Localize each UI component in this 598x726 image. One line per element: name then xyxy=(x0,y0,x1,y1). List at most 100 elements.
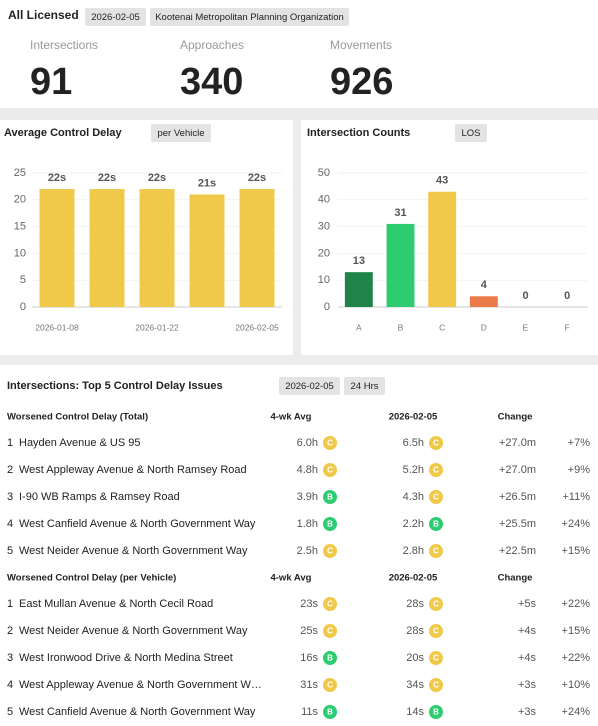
los-badge xyxy=(429,678,443,692)
intersection-name[interactable]: West Canfield Avenue & North Government … xyxy=(19,706,256,718)
page-title: All Licensed xyxy=(8,8,79,22)
los-badge-label: C xyxy=(327,600,333,609)
los-badge xyxy=(323,624,337,638)
bar xyxy=(386,223,415,307)
avg-delay: 16s xyxy=(300,652,318,664)
los-badge-label: C xyxy=(327,681,333,690)
column-header: Change xyxy=(498,573,533,584)
los-badge xyxy=(429,517,443,531)
data-label: 0 xyxy=(522,290,528,302)
column-header: 2026-02-05 xyxy=(389,412,438,423)
chip[interactable] xyxy=(455,124,487,142)
los-badge xyxy=(323,436,337,450)
row-index: 1 xyxy=(7,437,13,449)
intersection-name[interactable]: West Neider Avenue & North Government Wa… xyxy=(19,625,248,637)
x-tick-label: F xyxy=(565,322,570,332)
los-badge-label: C xyxy=(327,439,333,448)
avg-delay: 6.0h xyxy=(297,437,318,449)
los-badge-label: C xyxy=(433,493,439,502)
delay-change-pct: +9% xyxy=(568,464,591,476)
delay-change: +4s xyxy=(518,625,537,637)
x-tick-label: 2026-02-05 xyxy=(235,322,279,332)
delay-change: +26.5m xyxy=(499,491,536,503)
delay-change: +22.5m xyxy=(499,545,536,557)
intersection-name[interactable]: West Appleway Avenue & North Government … xyxy=(19,679,262,691)
chip[interactable] xyxy=(85,8,146,26)
bar xyxy=(239,189,275,307)
intersection-name[interactable]: I-90 WB Ramps & Ramsey Road xyxy=(19,491,180,503)
stat-value: 340 xyxy=(180,61,243,103)
delay-change: +3s xyxy=(518,679,537,691)
intersection-name[interactable]: West Canfield Avenue & North Government … xyxy=(19,518,256,530)
y-tick-label: 40 xyxy=(318,194,330,206)
intersection-name[interactable]: West Appleway Avenue & North Ramsey Road xyxy=(19,464,247,476)
data-label: 22s xyxy=(48,172,66,184)
bar xyxy=(189,194,225,307)
chip[interactable] xyxy=(279,377,340,395)
y-tick-label: 20 xyxy=(14,194,26,206)
x-tick-label: A xyxy=(356,322,362,332)
los-badge-label: C xyxy=(433,600,439,609)
current-delay: 6.5h xyxy=(403,437,424,449)
los-badge-label: C xyxy=(433,547,439,556)
los-badge xyxy=(429,705,443,719)
bar xyxy=(469,296,498,307)
los-badge xyxy=(429,597,443,611)
delay-change-pct: +10% xyxy=(562,679,591,691)
chip-label[interactable]: Kootenai Metropolitan Planning Organizat… xyxy=(155,12,344,23)
column-header: Change xyxy=(498,412,533,423)
data-label: 31 xyxy=(394,207,406,219)
y-tick-label: 30 xyxy=(318,221,330,233)
los-badge-label: B xyxy=(433,708,439,717)
los-badge xyxy=(429,463,443,477)
chip-label[interactable]: per Vehicle xyxy=(157,128,204,139)
avg-delay: 4.8h xyxy=(297,464,318,476)
delay-change-pct: +7% xyxy=(568,437,591,449)
y-tick-label: 20 xyxy=(318,247,330,259)
chip-label[interactable]: 2026-02-05 xyxy=(285,381,334,392)
delay-change-pct: +15% xyxy=(562,545,591,557)
delay-change-pct: +11% xyxy=(562,491,590,503)
table-title: Intersections: Top 5 Control Delay Issue… xyxy=(7,380,223,392)
bar xyxy=(39,189,75,307)
los-badge xyxy=(323,651,337,665)
y-tick-label: 25 xyxy=(14,167,26,179)
chip[interactable] xyxy=(344,377,385,395)
chip-label[interactable]: 24 Hrs xyxy=(351,381,379,392)
current-delay: 2.8h xyxy=(403,545,424,557)
intersection-name[interactable]: West Neider Avenue & North Government Wa… xyxy=(19,545,248,557)
los-badge xyxy=(323,463,337,477)
y-tick-label: 50 xyxy=(318,167,330,179)
los-badge-label: B xyxy=(433,520,439,529)
current-delay: 14s xyxy=(406,706,424,718)
chip[interactable] xyxy=(151,124,211,142)
current-delay: 28s xyxy=(406,625,424,637)
chip-label[interactable]: LOS xyxy=(461,128,480,139)
current-delay: 2.2h xyxy=(403,518,424,530)
stat-label: Approaches xyxy=(180,38,244,52)
data-label: 22s xyxy=(248,172,266,184)
x-tick-label: E xyxy=(523,322,529,332)
los-badge xyxy=(323,517,337,531)
row-index: 5 xyxy=(7,706,13,718)
los-badge-label: B xyxy=(327,654,333,663)
intersection-name[interactable]: West Ironwood Drive & North Medina Stree… xyxy=(19,652,233,664)
row-index: 2 xyxy=(7,464,13,476)
delay-change-pct: +22% xyxy=(562,652,591,664)
row-index: 3 xyxy=(7,491,13,503)
delay-change: +3s xyxy=(518,706,537,718)
x-tick-label: 2026-01-22 xyxy=(135,322,179,332)
column-header: 4-wk Avg xyxy=(270,412,311,423)
bar xyxy=(344,272,373,307)
chip-label[interactable]: 2026-02-05 xyxy=(91,12,140,23)
avg-delay: 1.8h xyxy=(297,518,318,530)
data-label: 22s xyxy=(148,172,166,184)
chip[interactable] xyxy=(150,8,349,26)
stat-value: 926 xyxy=(330,61,393,103)
intersection-name[interactable]: East Mullan Avenue & North Cecil Road xyxy=(19,598,213,610)
row-index: 5 xyxy=(7,545,13,557)
los-badge-label: B xyxy=(327,493,333,502)
data-label: 4 xyxy=(481,279,488,291)
intersection-name[interactable]: Hayden Avenue & US 95 xyxy=(19,437,141,449)
